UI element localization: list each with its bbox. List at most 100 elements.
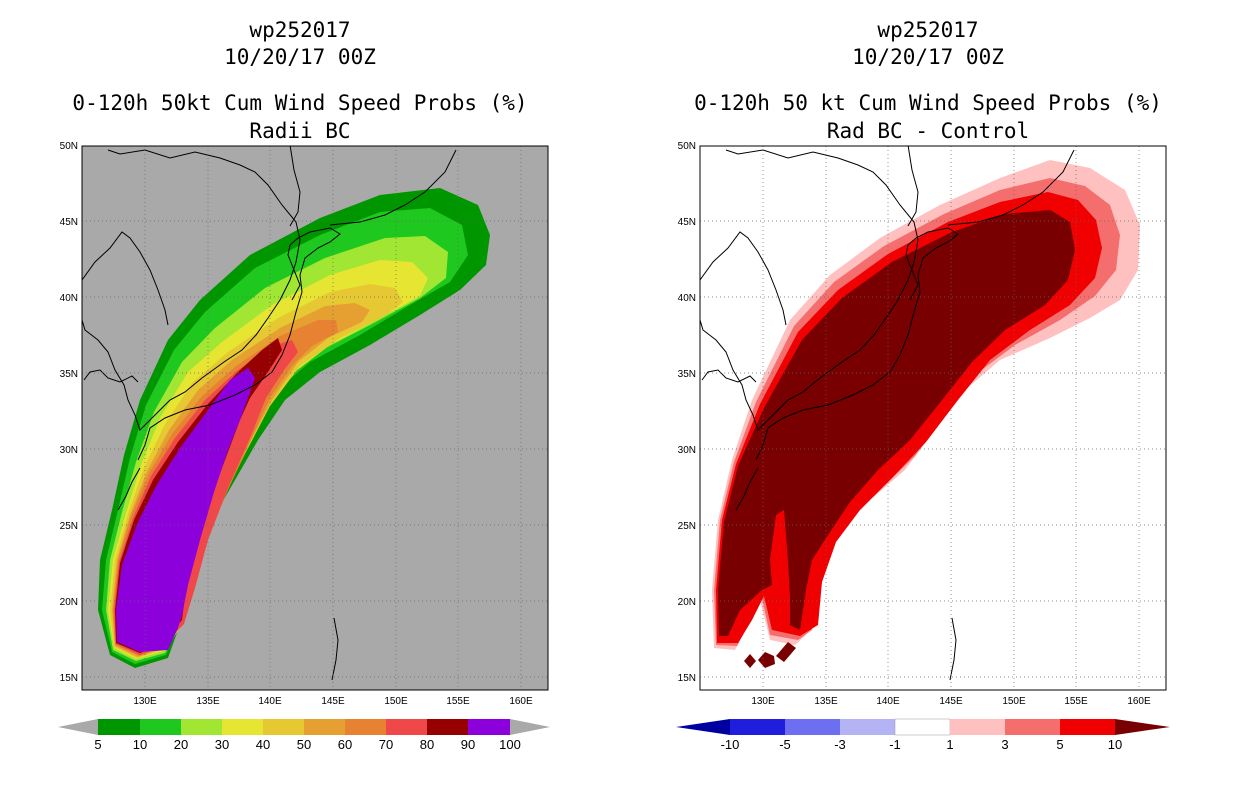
left-lat-label: 50N (60, 141, 78, 152)
left-colorbar-box (304, 719, 345, 735)
left-lon-label: 145E (321, 696, 345, 707)
right-title: 0-120h 50 kt Cum Wind Speed Probs (%) (694, 91, 1162, 115)
left-colorbar-end-right (510, 719, 550, 735)
contour-plus-10 (718, 210, 1075, 636)
left-colorbar-box (98, 719, 140, 735)
right-colorbar-label: -3 (834, 737, 846, 752)
right-lon-label: 160E (1127, 696, 1151, 707)
right-colorbar-box (785, 719, 840, 735)
right-map-frame (699, 145, 1167, 691)
right-colorbar-label: -10 (721, 737, 740, 752)
contour-blob (744, 654, 756, 668)
right-colorbar: -10 -5 -3 -1 1 3 5 10 (676, 718, 1170, 752)
right-colorbar-box (1060, 719, 1115, 735)
right-colorbar-box (1005, 719, 1060, 735)
right-lon-label: 145E (939, 696, 963, 707)
left-colorbar-label: 5 (94, 737, 101, 752)
left-colorbar-label: 20 (174, 737, 188, 752)
left-subtitle: Radii BC (249, 119, 351, 143)
left-colorbar-label: 100 (499, 737, 521, 752)
left-colorbar-end-left (58, 719, 98, 735)
left-colorbar-box (386, 719, 427, 735)
left-map: 50N 45N 40N 35N 30N 25N 20N 15N 130E 135… (60, 141, 549, 707)
left-lat-label: 40N (60, 293, 78, 304)
left-colorbar-box (181, 719, 222, 735)
right-colorbar-label: 5 (1056, 737, 1063, 752)
right-lat-label: 30N (678, 445, 696, 456)
left-colorbar-label: 30 (215, 737, 229, 752)
left-lon-label: 130E (133, 696, 157, 707)
right-lat-label: 25N (678, 521, 696, 532)
right-map: 50N 45N 40N 35N 30N 25N 20N 15N 130E 135… (678, 141, 1167, 707)
right-lon-label: 135E (814, 696, 838, 707)
left-colorbar-label: 80 (420, 737, 434, 752)
left-lon-label: 140E (258, 696, 282, 707)
left-colorbar-box (263, 719, 304, 735)
right-lat-label: 20N (678, 597, 696, 608)
left-colorbar-box (427, 719, 468, 735)
left-map-frame (81, 145, 549, 691)
right-gridlines (700, 146, 1166, 690)
left-lat-label: 15N (60, 673, 78, 684)
left-colorbar-label: 40 (256, 737, 270, 752)
left-lat-label: 30N (60, 445, 78, 456)
right-lon-label: 150E (1002, 696, 1026, 707)
left-gridlines (82, 146, 548, 690)
left-colorbar-box (140, 719, 181, 735)
right-colorbar-label: 10 (1108, 737, 1122, 752)
right-coastlines (700, 146, 1075, 681)
left-colorbar-box (345, 719, 386, 735)
left-colorbar: 5 10 20 30 40 50 60 70 80 90 100 (58, 719, 550, 752)
contour-90 (116, 368, 255, 652)
right-colorbar-end-right (1115, 719, 1170, 735)
left-lat-labels: 50N 45N 40N 35N 30N 25N 20N 15N (60, 141, 78, 684)
right-lat-label: 35N (678, 369, 696, 380)
right-lat-label: 50N (678, 141, 696, 152)
right-lon-label: 140E (876, 696, 900, 707)
right-colorbar-box (950, 719, 1005, 735)
right-difference-contours (712, 160, 1140, 668)
left-lat-label: 20N (60, 597, 78, 608)
right-datetime: 10/20/17 00Z (852, 45, 1004, 69)
left-colorbar-label: 70 (379, 737, 393, 752)
contour-blob (776, 642, 796, 662)
left-lon-label: 135E (196, 696, 220, 707)
left-datetime: 10/20/17 00Z (224, 45, 376, 69)
right-lat-label: 40N (678, 293, 696, 304)
left-lat-label: 35N (60, 369, 78, 380)
left-colorbar-box (468, 719, 510, 735)
left-title: 0-120h 50kt Cum Wind Speed Probs (%) (72, 91, 528, 115)
right-colorbar-box (730, 719, 785, 735)
left-colorbar-label: 60 (338, 737, 352, 752)
right-colorbar-box (840, 719, 895, 735)
right-storm-id: wp252017 (877, 18, 979, 42)
left-colorbar-label: 90 (461, 737, 475, 752)
left-probability-contours (98, 188, 490, 668)
left-lat-label: 25N (60, 521, 78, 532)
right-colorbar-label: 1 (946, 737, 953, 752)
left-colorbar-label: 50 (297, 737, 311, 752)
right-colorbar-box (894, 718, 951, 736)
right-colorbar-label: 3 (1001, 737, 1008, 752)
right-colorbar-label: -5 (779, 737, 791, 752)
right-lat-label: 15N (678, 673, 696, 684)
right-subtitle: Rad BC - Control (826, 119, 1030, 143)
right-colorbar-label: -1 (889, 737, 901, 752)
right-lat-labels: 50N 45N 40N 35N 30N 25N 20N 15N (678, 141, 696, 684)
right-lon-label: 155E (1064, 696, 1088, 707)
right-lat-label: 45N (678, 217, 696, 228)
right-lon-label: 130E (751, 696, 775, 707)
left-colorbar-box (222, 719, 263, 735)
left-lon-label: 150E (384, 696, 408, 707)
right-colorbar-end-left (676, 719, 730, 735)
left-lon-label: 155E (446, 696, 470, 707)
contour-10 (102, 208, 468, 664)
left-coastlines (82, 146, 457, 681)
right-lon-labels: 130E 135E 140E 145E 150E 155E 160E (751, 696, 1151, 707)
left-colorbar-label: 10 (133, 737, 147, 752)
left-lon-labels: 130E 135E 140E 145E 150E 155E 160E (133, 696, 533, 707)
left-lon-label: 160E (509, 696, 533, 707)
left-storm-id: wp252017 (249, 18, 351, 42)
contour-blob (758, 652, 775, 668)
